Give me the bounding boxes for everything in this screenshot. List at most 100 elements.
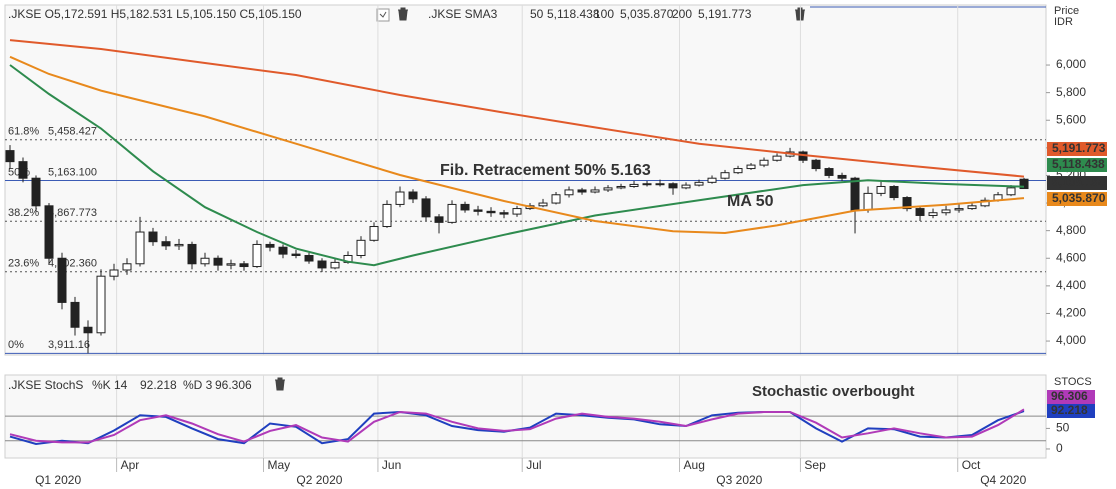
- delete-icon[interactable]: [398, 7, 408, 21]
- value-tag: 96.306: [1051, 389, 1088, 403]
- candle-body: [837, 174, 847, 179]
- value-tag-bg: [1047, 390, 1095, 404]
- fib-price: 3,911.16: [48, 339, 90, 351]
- candle-body: [291, 253, 301, 256]
- annotation: Stochastic overbought: [752, 383, 915, 400]
- candle-body: [1019, 178, 1029, 190]
- candle-body: [850, 177, 860, 211]
- legend-value: 5,035.870: [620, 7, 674, 21]
- candle-body: [746, 164, 756, 170]
- candle-body: [187, 243, 197, 265]
- x-tick-label: Jun: [382, 458, 401, 472]
- y-tick-label: 4,600: [1056, 250, 1086, 264]
- axis-label: IDR: [1054, 16, 1073, 28]
- candle-body: [499, 212, 509, 215]
- candle-body: [473, 209, 483, 212]
- stoch-line: [9, 408, 1025, 444]
- legend-value: 5,191.773: [698, 7, 752, 21]
- legend-name: %D 3: [183, 378, 213, 392]
- candle-body: [395, 191, 405, 205]
- candle-body: [889, 185, 899, 199]
- y-tick-label: 5,600: [1056, 112, 1086, 126]
- toggle-icon[interactable]: [376, 8, 390, 22]
- candle-body: [83, 326, 93, 334]
- candle-body: [902, 197, 912, 210]
- quarter-label: Q1 2020: [35, 473, 81, 487]
- fib-price: 5,163.100: [48, 166, 97, 178]
- candle-body: [304, 254, 314, 262]
- legend-name: %K 14: [92, 378, 128, 392]
- fib-label: 23.6%: [8, 258, 39, 270]
- price-tag: 5,105.150: [1052, 175, 1106, 189]
- candle-body: [265, 243, 275, 248]
- candle-body: [421, 198, 431, 218]
- candle-body: [369, 226, 379, 241]
- candle-body: [876, 185, 886, 194]
- legend-name: 100: [594, 7, 614, 21]
- candle-body: [70, 301, 80, 328]
- candle-body: [564, 189, 574, 196]
- candle-body: [928, 212, 938, 216]
- quarter-label: Q3 2020: [716, 473, 762, 487]
- candle-body: [642, 183, 652, 186]
- fib-price: 5,458.427: [48, 126, 97, 138]
- candle-body: [278, 246, 288, 255]
- candle-body: [577, 189, 587, 193]
- price-tag-bg: [1047, 176, 1107, 190]
- candle-body: [603, 187, 613, 191]
- legend-value: 5,118.438: [547, 7, 600, 21]
- candle-body: [330, 261, 340, 269]
- y-tick-label: 4,000: [1056, 333, 1086, 347]
- y-tick-label: 4,800: [1056, 223, 1086, 237]
- sma-legend: .JKSE SMA3: [428, 7, 498, 21]
- candle-body: [655, 183, 665, 186]
- annotation: Fib. Retracement 50% 5.163: [440, 162, 651, 179]
- candle-body: [434, 216, 444, 223]
- fib-label: 0%: [8, 339, 24, 351]
- price-tag-bg: [1047, 158, 1107, 172]
- candle-body: [824, 168, 834, 176]
- candle-body: [681, 184, 691, 189]
- y-tick-label: 50: [1056, 421, 1070, 435]
- x-tick-label: Apr: [121, 458, 140, 472]
- candle-body: [317, 260, 327, 269]
- x-tick-label: Jul: [526, 458, 541, 472]
- price-tag-bg: [1047, 192, 1107, 206]
- candle-body: [694, 181, 704, 186]
- candle-body: [31, 177, 41, 207]
- candle-body: [668, 183, 678, 189]
- y-tick-label: 6,000: [1056, 57, 1086, 71]
- candle-body: [954, 208, 964, 211]
- candle-body: [616, 185, 626, 189]
- price-tag-bg: [1047, 142, 1107, 156]
- legend-value: 92.218: [140, 378, 177, 392]
- candle-body: [551, 194, 561, 204]
- legend-name: 200: [672, 7, 692, 21]
- value-tag: 92.218: [1051, 403, 1088, 417]
- candle-body: [1006, 187, 1016, 196]
- fib-price: 4,867.773: [48, 207, 97, 219]
- candle-body: [44, 205, 54, 259]
- candle-body: [5, 150, 15, 163]
- candle-body: [720, 172, 730, 179]
- delete-icon[interactable]: [275, 377, 285, 391]
- ma-line: [9, 39, 1025, 178]
- ma-line: [9, 64, 1025, 267]
- toggle-icon-mark: [379, 11, 387, 18]
- candle-body: [733, 168, 743, 174]
- candle-body: [382, 203, 392, 228]
- x-tick-label: Aug: [684, 458, 705, 472]
- candle-body: [915, 208, 925, 216]
- legend-value: 96.306: [215, 378, 252, 392]
- candle-body: [174, 243, 184, 247]
- value-tag-bg: [1047, 404, 1095, 418]
- fib-price: 4,502.360: [48, 258, 97, 270]
- axis-label: STOCS: [1054, 376, 1092, 388]
- ohlc-legend: .JKSE O5,172.591 H5,182.531 L5,105.150 C…: [8, 7, 302, 21]
- candle-body: [252, 243, 262, 268]
- candle-body: [109, 269, 119, 277]
- fib-label: 38.2%: [8, 207, 39, 219]
- candle-body: [447, 203, 457, 223]
- candle-body: [57, 257, 67, 303]
